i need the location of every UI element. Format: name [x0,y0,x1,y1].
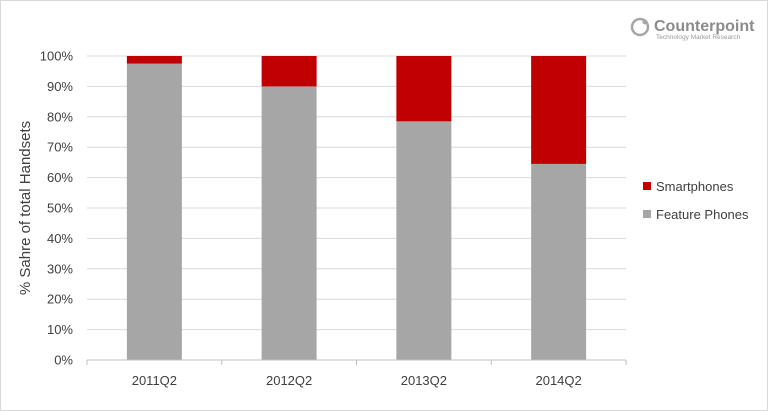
y-tick-label: 40% [47,231,73,246]
bar-smartphones [531,56,587,164]
y-tick-label: 20% [47,292,73,307]
legend-swatch [643,182,651,190]
logo-dot-icon [642,19,648,25]
legend-label: Feature Phones [656,207,749,222]
bar-feature-phones [126,63,182,360]
y-tick-label: 60% [47,170,73,185]
bar-smartphones [261,56,317,87]
legend-swatch [643,210,651,218]
y-tick-label: 30% [47,261,73,276]
logo-tagline: Technology Market Research [656,34,741,41]
logo-circle-icon [630,17,650,37]
bar-feature-phones [531,163,587,360]
y-tick-label: 80% [47,109,73,124]
y-tick-label: 90% [47,79,73,94]
x-tick-label: 2011Q2 [132,373,177,388]
logo-name: Counterpoint [654,18,755,35]
legend-label: Smartphones [656,179,734,194]
x-tick-label: 2013Q2 [401,373,447,388]
y-tick-label: 10% [47,322,73,337]
y-tick-label: 70% [47,140,73,155]
x-tick-label: 2014Q2 [535,373,581,388]
y-axis-title: % Sahre of total Handsets [17,121,34,295]
legend: Smartphones Feature Phones [643,179,749,222]
bar-smartphones [126,56,182,64]
y-tick-label: 100% [40,49,74,64]
y-tick-label: 0% [54,353,73,368]
x-tick-label: 2012Q2 [266,373,312,388]
counterpoint-logo: Counterpoint Technology Market Research [630,17,755,41]
bar-feature-phones [261,86,317,361]
bar-feature-phones [396,121,452,360]
y-tick-label: 50% [47,201,73,216]
bar-smartphones [396,56,452,122]
axes: 0% 10% 20% 30% 40% 50% 60% 70% 80% 90% 100% 2011Q2 2… [40,49,627,388]
bars [126,56,587,361]
